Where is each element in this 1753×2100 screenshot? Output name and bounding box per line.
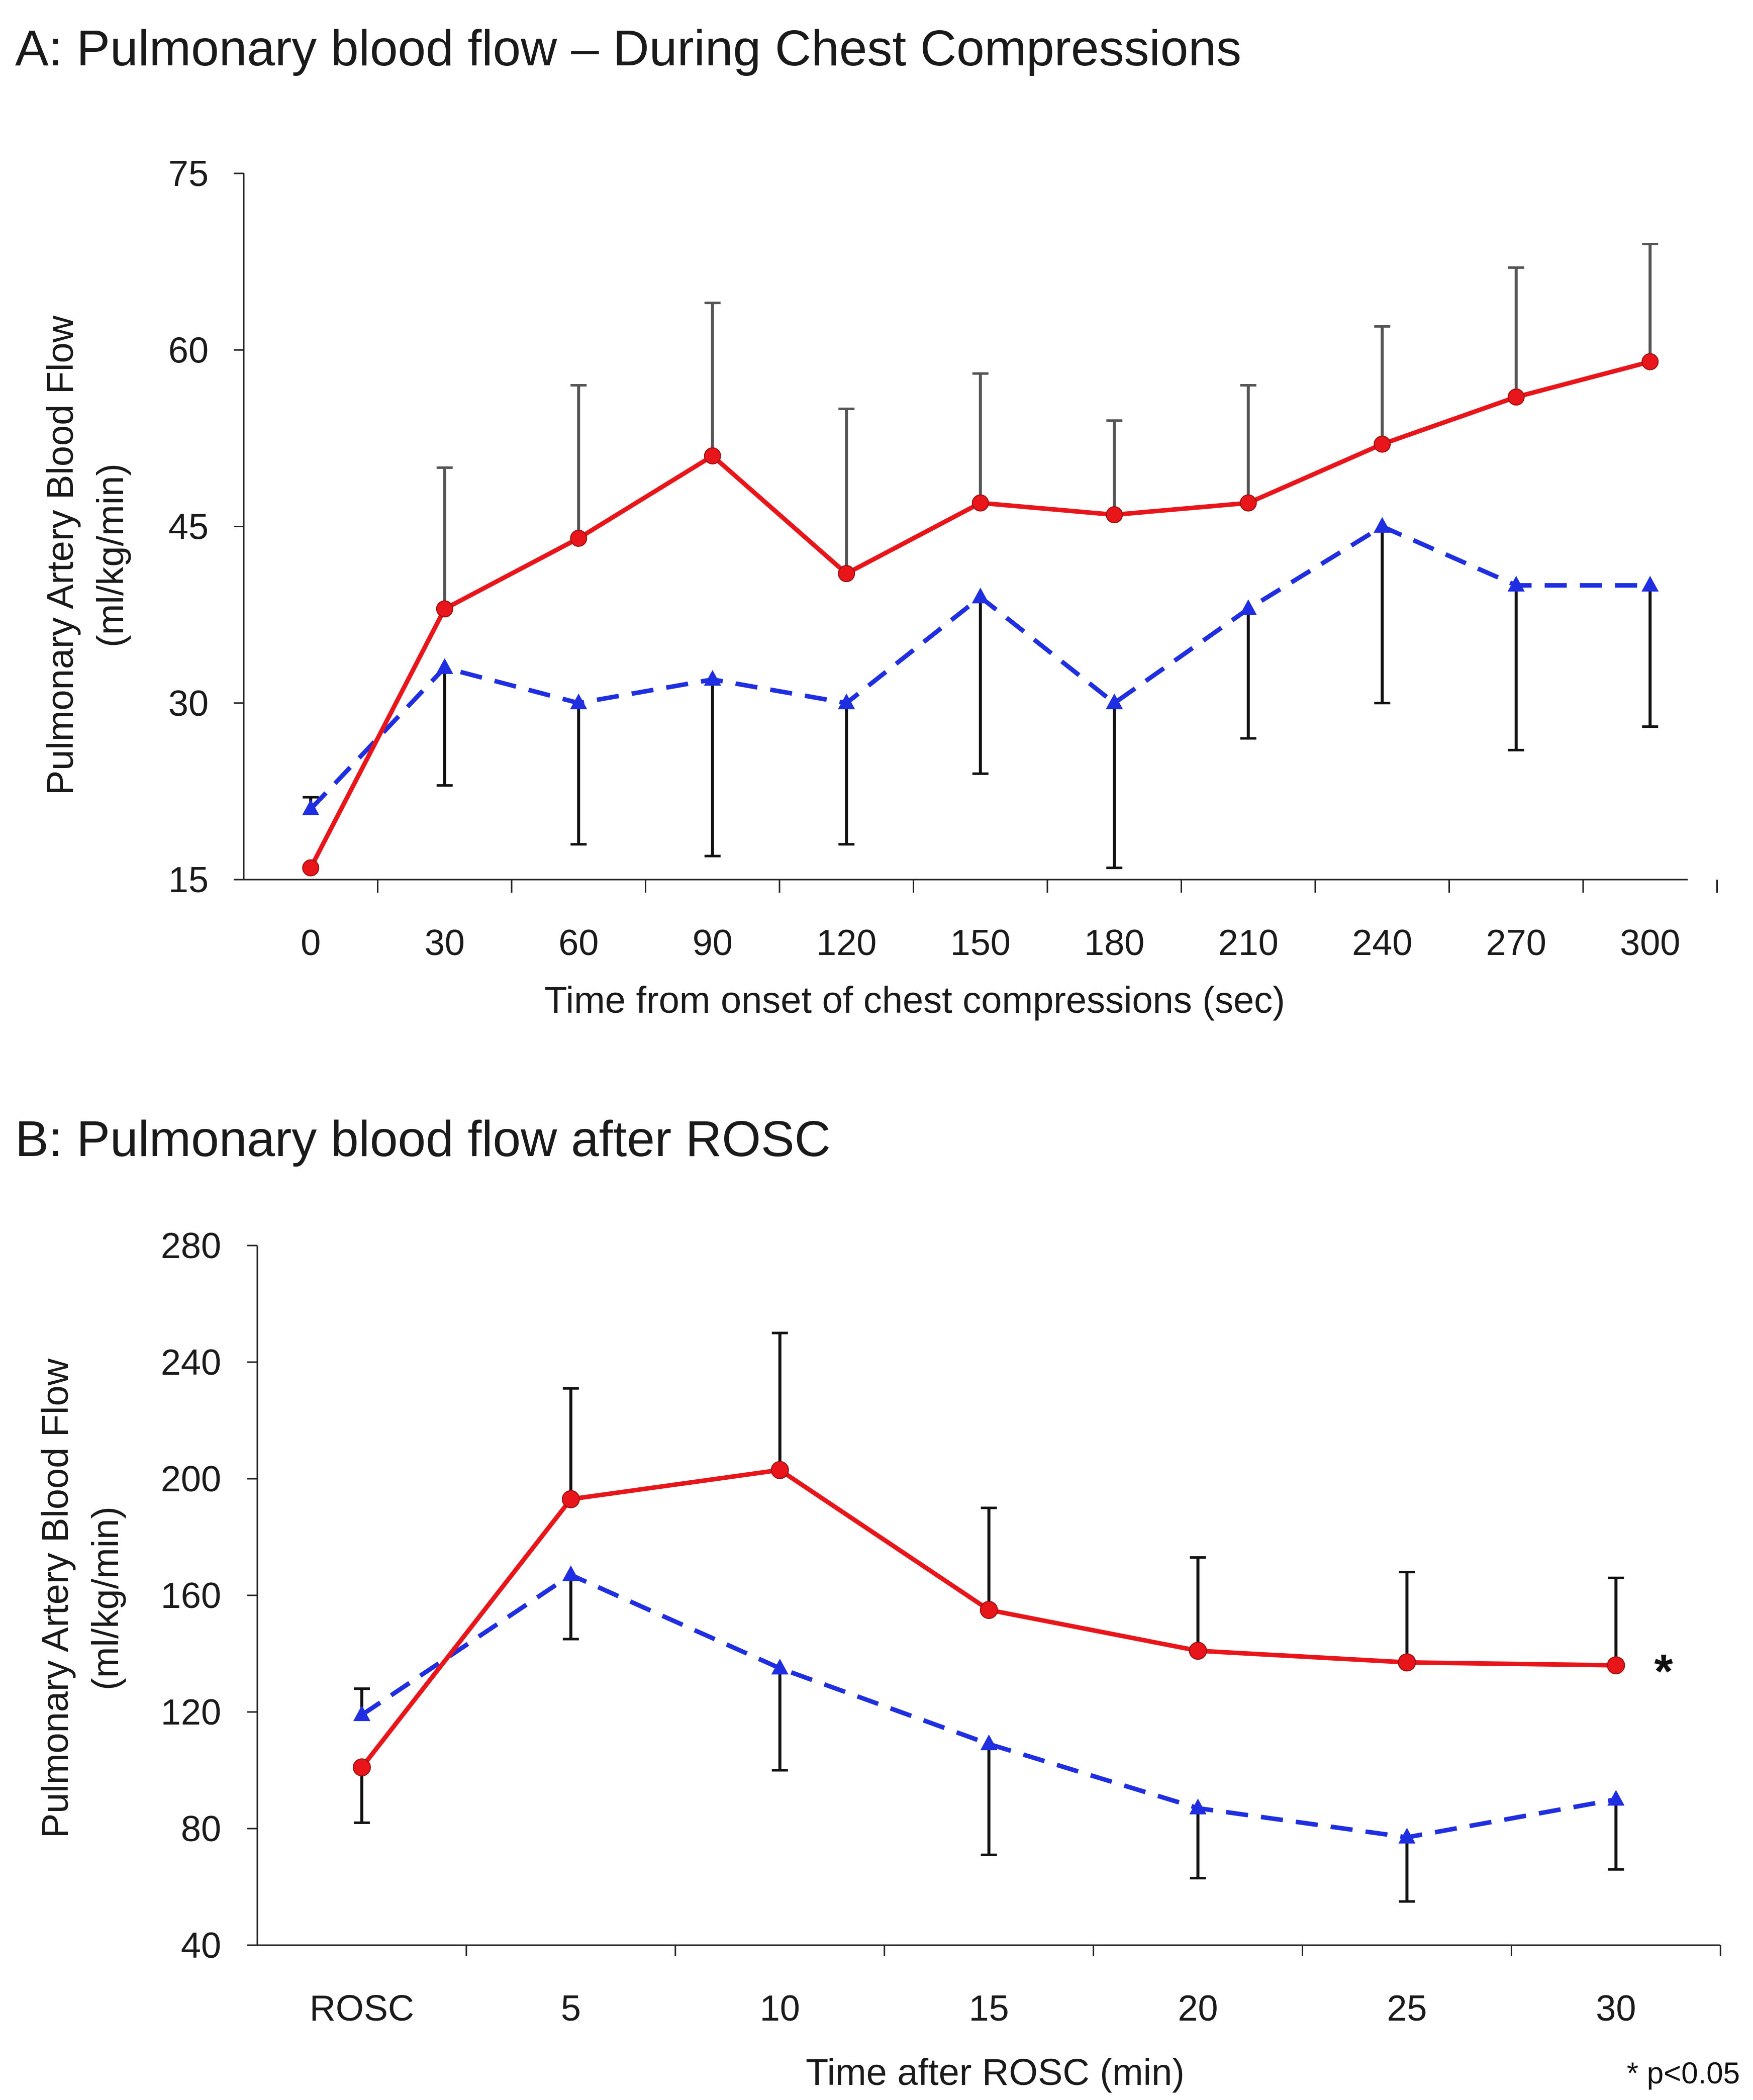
panel-b-y-tick-label: 240 bbox=[161, 1343, 221, 1383]
panel-a-solid-series-point bbox=[302, 859, 320, 877]
panel-b-xlabel: Time after ROSC (min) bbox=[806, 2051, 1185, 2093]
panel-a-dashed-series-point bbox=[1641, 576, 1659, 592]
panel-a-x-tick-label: 60 bbox=[558, 923, 599, 963]
panel-b-y-tick-label: 280 bbox=[161, 1226, 221, 1266]
panel-b-solid-series-point bbox=[561, 1490, 580, 1508]
panel-b-x-tick-label: ROSC bbox=[310, 1988, 414, 2029]
panel-a-title: A: Pulmonary blood flow – During Chest C… bbox=[15, 20, 1241, 76]
footnote: * p<0.05 bbox=[1627, 2056, 1740, 2090]
panel-a-solid-series-point bbox=[436, 600, 453, 618]
panel-b-y-tick-label: 80 bbox=[181, 1809, 221, 1849]
panel-b-x-tick-label: 10 bbox=[760, 1988, 800, 2029]
panel-b-solid-series-point bbox=[980, 1601, 998, 1619]
panel-a-solid-series-point bbox=[704, 447, 721, 464]
panel-a-xlabel: Time from onset of chest compressions (s… bbox=[544, 979, 1285, 1021]
panel-a-dashed-series-point bbox=[570, 693, 588, 710]
panel-b-dashed-series-point bbox=[562, 1565, 579, 1581]
panel-a-solid-series-point bbox=[1106, 506, 1123, 524]
panel-b-x-tick-label: 30 bbox=[1596, 1988, 1636, 2029]
panel-b-dashed-series-point bbox=[1607, 1790, 1625, 1806]
panel-b-x-tick-label: 25 bbox=[1387, 1988, 1427, 2029]
panel-a-dashed-series-point bbox=[971, 588, 989, 604]
panel-b-dashed-series-point bbox=[353, 1705, 371, 1722]
panel-b-dashed-series-point bbox=[1189, 1798, 1207, 1815]
panel-a-dashed-series-point bbox=[838, 693, 855, 710]
panel-a-y-axis-label: Pulmonary Artery Blood Flow (ml/kg/min) bbox=[39, 315, 131, 795]
panel-a-solid-series-point bbox=[1239, 494, 1257, 512]
panel-a-dashed-series-point bbox=[1106, 693, 1123, 710]
panel-a-x-tick-label: 90 bbox=[693, 923, 733, 963]
panel-b-y-tick-label: 160 bbox=[161, 1576, 221, 1616]
panel-a-chart: A: Pulmonary blood flow – During Chest C… bbox=[15, 20, 1718, 1021]
panel-a-x-tick-label: 270 bbox=[1486, 923, 1546, 963]
panel-b-y-axis-label: Pulmonary Artery Blood Flow (ml/kg/min) bbox=[34, 1358, 126, 1838]
panel-b-title: B: Pulmonary blood flow after ROSC bbox=[15, 1111, 831, 1167]
panel-a-dashed-series-point bbox=[302, 799, 320, 815]
panel-a-dashed-series-point bbox=[1507, 576, 1525, 592]
panel-a-solid-series-point bbox=[570, 529, 588, 547]
panel-b-dashed-series-point bbox=[980, 1734, 998, 1751]
panel-a-x-tick-label: 0 bbox=[301, 923, 321, 963]
panel-a-x-tick-label: 150 bbox=[950, 923, 1011, 963]
panel-a-y-tick-label: 60 bbox=[168, 330, 209, 370]
panel-a-y-tick-label: 45 bbox=[168, 507, 209, 547]
panel-a-dashed-series-point bbox=[1239, 599, 1257, 615]
panel-a-dashed-series-point bbox=[436, 658, 453, 674]
panel-b-x-tick-label: 15 bbox=[969, 1988, 1009, 2029]
panel-a-y-tick-label: 30 bbox=[168, 684, 209, 724]
panel-a-x-tick-label: 210 bbox=[1218, 923, 1279, 963]
panel-b-solid-series-point bbox=[1398, 1653, 1416, 1672]
panel-b-y-tick-label: 200 bbox=[161, 1459, 221, 1499]
panel-a-x-tick-label: 180 bbox=[1084, 923, 1144, 963]
panel-a-y-tick-label: 75 bbox=[168, 154, 209, 194]
panel-a-x-tick-label: 120 bbox=[816, 923, 876, 963]
panel-b-chart: B: Pulmonary blood flow after ROSC Pulmo… bbox=[15, 1111, 1740, 2093]
panel-a-solid-series-point bbox=[1374, 435, 1391, 453]
panel-a-x-tick-label: 240 bbox=[1352, 923, 1412, 963]
panel-b-x-tick-label: 20 bbox=[1178, 1988, 1218, 2029]
panel-a-solid-series-point bbox=[971, 494, 989, 512]
panel-a-x-tick-label: 30 bbox=[425, 923, 465, 963]
panel-a-solid-series-point bbox=[838, 565, 855, 583]
panel-a-solid-series-point bbox=[1507, 388, 1525, 406]
panel-a-y-tick-label: 15 bbox=[168, 860, 209, 900]
panel-b-solid-series-point bbox=[352, 1758, 371, 1777]
panel-a-x-tick-label: 300 bbox=[1620, 923, 1680, 963]
significance-marker: * bbox=[1654, 1645, 1673, 1698]
panel-b-ylabel-line2: (ml/kg/min) bbox=[84, 1506, 126, 1690]
panel-a-ylabel-line2: (ml/kg/min) bbox=[89, 463, 131, 647]
panel-b-solid-series-point bbox=[770, 1461, 789, 1479]
panel-a-ylabel-line1: Pulmonary Artery Blood Flow bbox=[39, 315, 81, 795]
panel-a-dashed-series-point bbox=[704, 670, 721, 686]
panel-b-x-tick-label: 5 bbox=[561, 1988, 581, 2029]
panel-b-y-tick-label: 40 bbox=[181, 1926, 221, 1966]
panel-b-dashed-series-point bbox=[1398, 1828, 1416, 1844]
panel-a-solid-series-point bbox=[1641, 353, 1659, 370]
panel-b-dashed-series-point bbox=[771, 1659, 789, 1675]
panel-b-solid-series-point bbox=[1607, 1656, 1625, 1675]
panel-a-dashed-series-point bbox=[1374, 517, 1391, 533]
panel-b-solid-series-point bbox=[1189, 1642, 1207, 1660]
panel-b-ylabel-line1: Pulmonary Artery Blood Flow bbox=[34, 1358, 76, 1838]
panel-b-y-tick-label: 120 bbox=[161, 1692, 221, 1733]
